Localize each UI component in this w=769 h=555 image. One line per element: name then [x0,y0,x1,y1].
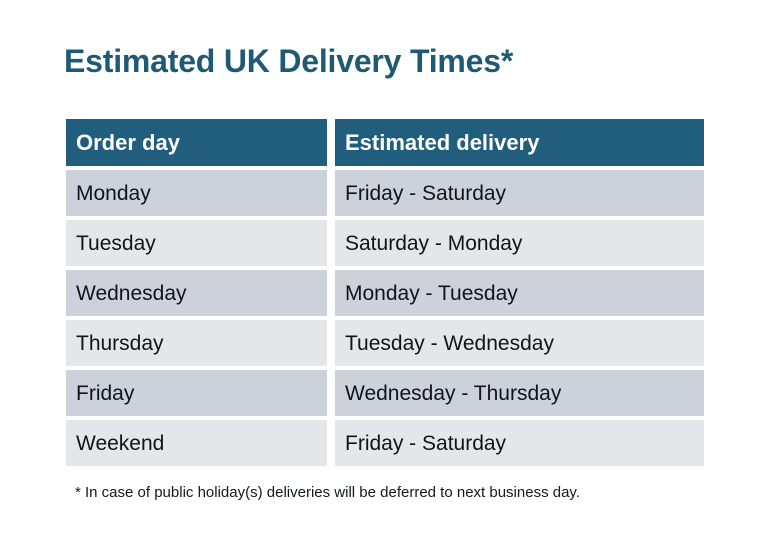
cell-order-day: Wednesday [66,270,327,316]
footnote-text: * In case of public holiday(s) deliverie… [75,484,580,501]
cell-estimated-delivery: Wednesday - Thursday [335,370,704,416]
table-row: Tuesday Saturday - Monday [66,220,704,266]
table-row: Thursday Tuesday - Wednesday [66,320,704,366]
delivery-times-table: Order day Estimated delivery Monday Frid… [66,119,704,466]
table-row: Weekend Friday - Saturday [66,420,704,466]
table-row: Monday Friday - Saturday [66,170,704,216]
cell-estimated-delivery: Friday - Saturday [335,420,704,466]
cell-order-day: Weekend [66,420,327,466]
cell-order-day: Thursday [66,320,327,366]
cell-estimated-delivery: Friday - Saturday [335,170,704,216]
table-row: Wednesday Monday - Tuesday [66,270,704,316]
cell-order-day: Monday [66,170,327,216]
table-row: Friday Wednesday - Thursday [66,370,704,416]
cell-estimated-delivery: Saturday - Monday [335,220,704,266]
cell-estimated-delivery: Tuesday - Wednesday [335,320,704,366]
cell-order-day: Tuesday [66,220,327,266]
table-header-row: Order day Estimated delivery [66,119,704,166]
cell-order-day: Friday [66,370,327,416]
page-title: Estimated UK Delivery Times* [64,43,514,79]
column-header-order-day: Order day [66,119,327,166]
cell-estimated-delivery: Monday - Tuesday [335,270,704,316]
column-header-estimated-delivery: Estimated delivery [335,119,704,166]
